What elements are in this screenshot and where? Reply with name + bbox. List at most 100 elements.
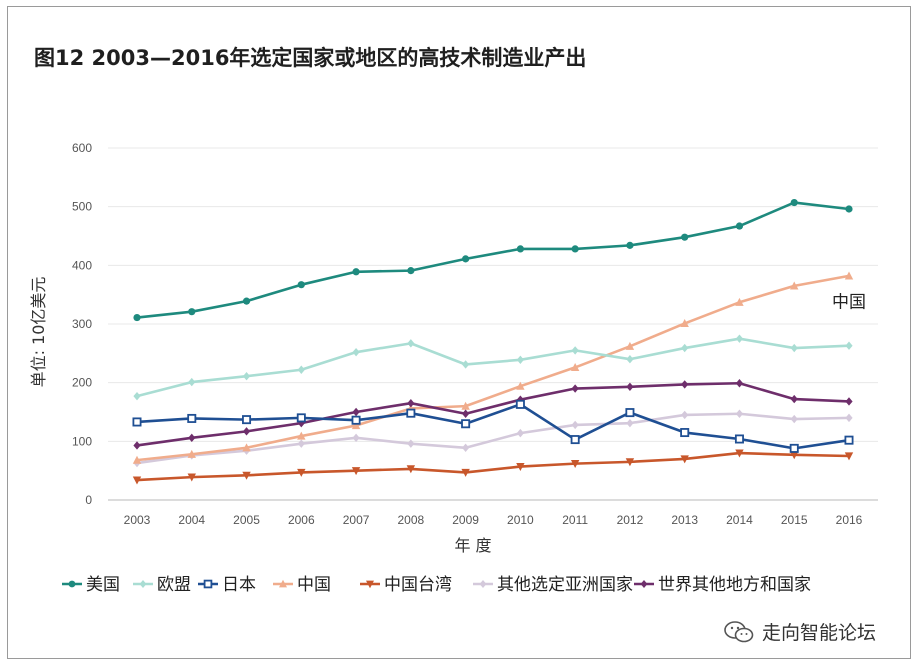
data-point [515,399,525,409]
data-point [352,268,360,276]
legend-marker [640,580,648,588]
y-axis-label: 单位: 10亿美元 [29,277,48,388]
data-point [735,379,744,388]
series-layer [132,198,854,485]
data-point [242,471,251,480]
legend-item: 欧盟 [133,575,191,595]
data-point [132,476,142,485]
series-line [136,274,850,462]
data-point [462,409,470,418]
series-7 [133,379,853,450]
data-point [735,449,744,458]
data-point [406,465,416,474]
data-point [571,420,579,430]
x-tick-label: 2003 [124,513,151,527]
data-point [571,245,579,253]
data-point [242,415,252,425]
legend-marker [139,580,147,588]
series-line [136,403,850,450]
data-point [462,360,470,369]
legend: 美国 欧盟 日本 中国 中国台湾 其他选定亚洲国家 世界其他地方和国家 [62,575,811,595]
data-point [516,381,525,390]
gridlines [108,147,878,501]
x-tick-label: 2010 [507,513,534,527]
data-point [297,439,305,448]
legend-item: 中国 [273,575,331,595]
x-tick-label: 2005 [233,513,260,527]
legend-label: 日本 [222,575,256,595]
data-point [187,449,196,458]
data-point [516,462,525,471]
data-point [570,363,580,372]
y-tick-label: 100 [72,434,92,448]
x-tick-label: 2012 [617,513,644,527]
data-point [681,380,689,389]
data-point [133,313,141,322]
data-point [406,408,416,418]
legend-item: 其他选定亚洲国家 [473,575,633,595]
data-point [626,418,634,428]
data-point [297,431,306,440]
data-point [571,346,579,355]
x-tick-label: 2016 [836,513,863,527]
data-point [242,297,251,305]
data-point [845,413,853,423]
series-5 [132,449,854,485]
data-point [352,407,360,417]
data-point [407,339,415,348]
data-point [242,427,251,436]
series-line [136,337,850,398]
data-point [626,241,634,249]
data-point [625,458,635,467]
watermark: 走向智能论坛 [724,618,876,645]
data-point [187,413,197,423]
x-tick-label: 2013 [671,513,698,527]
data-point [845,205,853,213]
data-point [680,428,690,438]
legend-label: 世界其他地方和国家 [658,575,811,595]
data-point [351,467,361,476]
data-point [462,443,470,452]
data-point [735,334,744,343]
data-point [789,443,799,453]
legend-item: 世界其他地方和国家 [634,575,811,595]
legend-item: 中国台湾 [360,575,452,595]
data-point [407,399,415,408]
series-line [136,201,850,319]
data-point [133,391,141,401]
x-tick-label: 2008 [397,513,424,527]
data-point [297,365,305,374]
series-6 [133,409,853,468]
data-point [516,428,524,438]
y-tick-label: 400 [72,258,92,272]
data-point [735,222,744,230]
x-tick-label: 2007 [343,513,370,527]
x-axis-label: 年 度 [454,536,491,555]
data-point [461,401,470,410]
watermark-text: 走向智能论坛 [762,622,877,644]
y-tick-label: 300 [72,317,92,331]
data-point [461,468,470,477]
data-point [625,341,635,350]
data-point [790,281,799,290]
data-point [188,308,196,316]
data-point [681,410,689,420]
data-point [133,441,141,450]
series-line [136,412,850,465]
data-point [845,341,853,350]
data-point [351,415,361,425]
legend-label: 欧盟 [157,575,191,595]
data-point [516,245,524,253]
data-point [790,414,798,424]
data-point [132,455,142,464]
data-point [735,409,744,418]
data-point [735,297,744,306]
data-point [461,419,471,429]
axes: 0 100 200 300 400 500 600 2003 2004 2005 2006 2007 2… [29,141,863,555]
data-point [242,372,251,381]
x-tick-label: 2014 [726,513,753,527]
data-point [626,382,634,391]
data-point [462,255,470,263]
legend-label: 美国 [86,575,120,595]
